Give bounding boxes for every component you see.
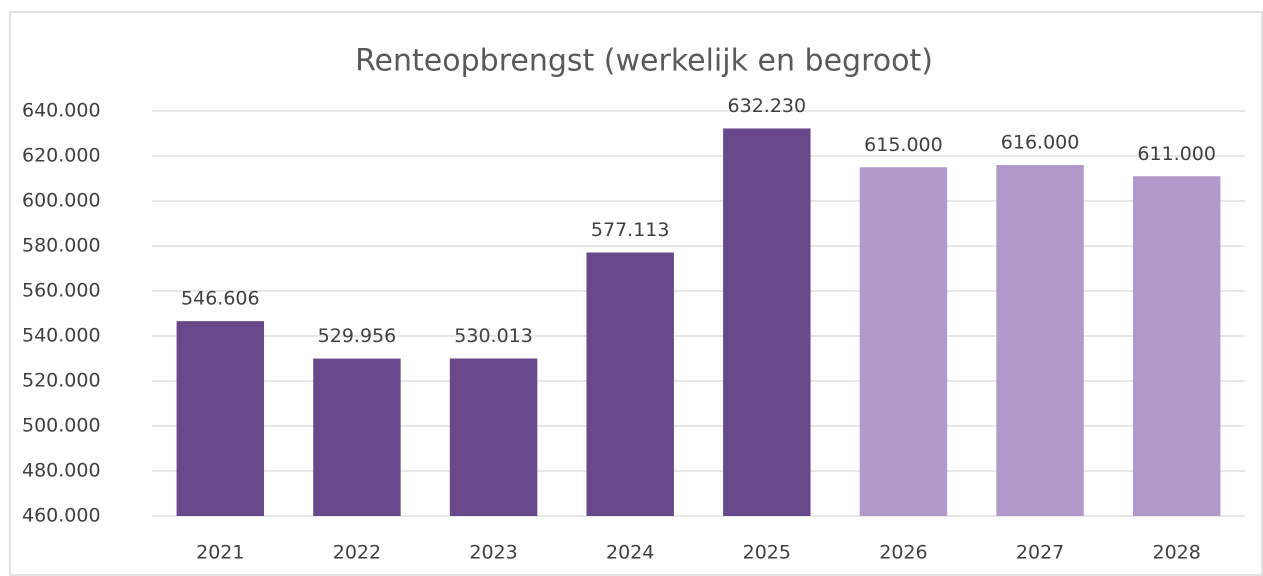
data-label: 616.000	[1001, 132, 1080, 154]
x-tick-label: 2028	[1153, 542, 1201, 564]
bar	[996, 165, 1084, 516]
y-tick-label: 620.000	[22, 145, 101, 167]
bar	[586, 252, 674, 517]
x-tick-label: 2027	[1016, 542, 1064, 564]
x-tick-label: 2022	[333, 542, 381, 564]
x-tick-label: 2025	[743, 542, 791, 564]
x-tick-label: 2024	[606, 542, 654, 564]
data-label: 615.000	[864, 134, 943, 156]
x-tick-label: 2026	[879, 542, 927, 564]
bar	[176, 321, 265, 516]
y-tick-label: 600.000	[22, 190, 101, 212]
x-tick-label: 2021	[196, 542, 244, 564]
y-tick-label: 560.000	[22, 280, 101, 302]
data-label: 577.113	[591, 219, 670, 241]
data-label: 529.956	[318, 325, 397, 347]
y-tick-label: 480.000	[22, 460, 101, 482]
bar	[859, 167, 948, 516]
x-tick-label: 2023	[469, 542, 517, 564]
bar	[1132, 176, 1221, 516]
y-tick-label: 520.000	[22, 370, 101, 392]
y-tick-label: 460.000	[22, 505, 101, 527]
bar	[723, 128, 811, 517]
y-tick-label: 540.000	[22, 325, 101, 347]
y-tick-label: 640.000	[22, 100, 101, 122]
chart-title: Renteopbrengst (werkelijk en begroot)	[355, 44, 933, 79]
y-tick-label: 580.000	[22, 235, 101, 257]
y-tick-label: 500.000	[22, 415, 101, 437]
data-label: 611.000	[1137, 143, 1216, 165]
data-label: 546.606	[181, 288, 260, 310]
data-label: 530.013	[454, 325, 533, 347]
bar	[313, 358, 401, 516]
data-label: 632.230	[728, 95, 807, 117]
bar	[449, 358, 538, 516]
